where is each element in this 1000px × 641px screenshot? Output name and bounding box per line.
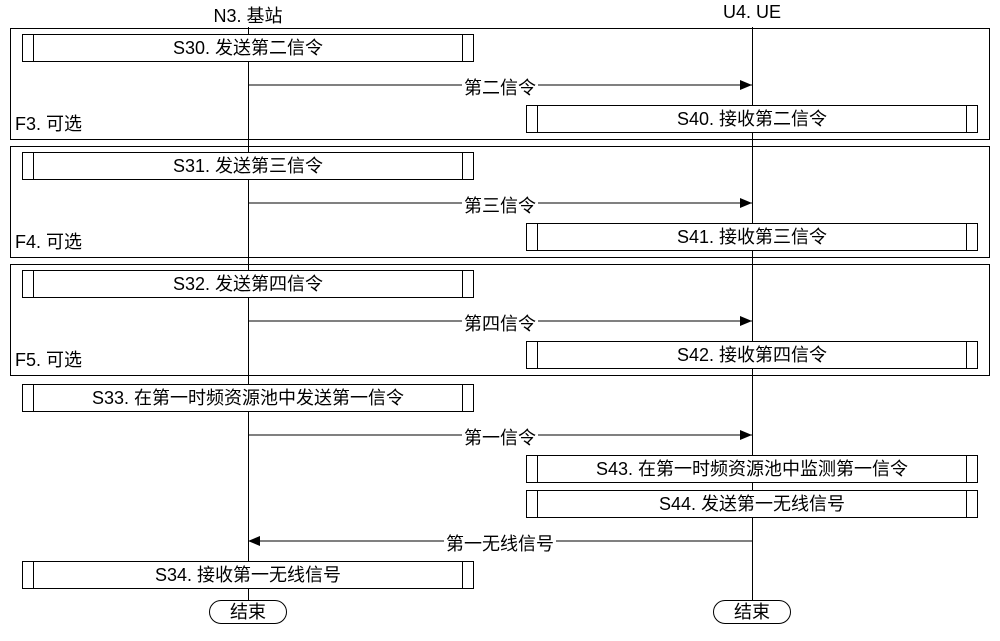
msg-label-m4: 第四信令 <box>462 310 538 336</box>
step-s44: S44. 发送第一无线信号 <box>526 490 978 518</box>
frame-label-f4: F4. 可选 <box>15 228 82 254</box>
end-u4: 结束 <box>713 600 791 624</box>
step-s41: S41. 接收第三信令 <box>526 223 978 251</box>
step-s33: S33. 在第一时频资源池中发送第一信令 <box>22 384 474 412</box>
lifeline-label-n3: N3. 基站 <box>213 2 282 28</box>
frame-label-f3: F3. 可选 <box>15 110 82 136</box>
step-s40: S40. 接收第二信令 <box>526 105 978 133</box>
step-s31: S31. 发送第三信令 <box>22 152 474 180</box>
step-s32: S32. 发送第四信令 <box>22 270 474 298</box>
frame-label-f5: F5. 可选 <box>15 346 82 372</box>
msg-label-m3: 第三信令 <box>462 192 538 218</box>
msg-label-m2: 第二信令 <box>462 74 538 100</box>
step-s42: S42. 接收第四信令 <box>526 341 978 369</box>
step-s30: S30. 发送第二信令 <box>22 34 474 62</box>
msg-label-m1: 第一信令 <box>462 424 538 450</box>
step-s34: S34. 接收第一无线信号 <box>22 561 474 589</box>
step-s43: S43. 在第一时频资源池中监测第一信令 <box>526 455 978 483</box>
msg-label-mw1: 第一无线信号 <box>444 530 556 556</box>
lifeline-label-u4: U4. UE <box>723 2 781 23</box>
end-n3: 结束 <box>209 600 287 624</box>
